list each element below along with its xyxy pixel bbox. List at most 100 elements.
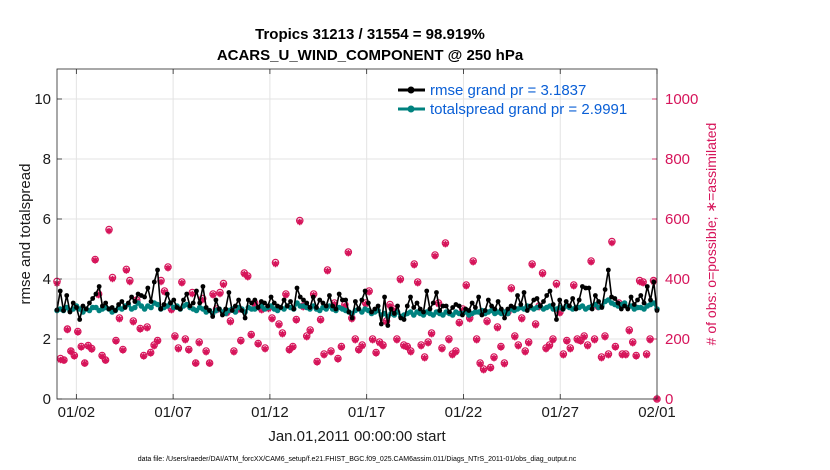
rmse-point (103, 300, 109, 306)
obs-assimilated-point (286, 347, 293, 354)
obs-assimilated-point (619, 352, 626, 359)
obs-assimilated-point (452, 349, 460, 356)
x-tick-label: 01/07 (154, 404, 192, 421)
rmse-point (297, 294, 303, 300)
rmse-point (385, 323, 391, 328)
obs-assimilated-point (116, 316, 123, 323)
obs-assimilated-point (85, 343, 92, 350)
obs-assimilated-point (483, 319, 491, 326)
rmse-point (203, 305, 209, 310)
rmse-point (168, 300, 173, 306)
y2-tick-labels: 0 200 400 600 800 1000 (665, 91, 698, 408)
obs-assimilated-point (78, 344, 85, 351)
rmse-point (365, 300, 371, 306)
obs-assimilated-point (71, 353, 78, 360)
obs-assimilated-point (130, 319, 137, 326)
y-tick-label: 4 (43, 271, 51, 288)
rmse-point (524, 308, 530, 313)
obs-assimilated-point (161, 289, 168, 296)
obs-assimilated-point (154, 338, 161, 345)
spread-point (650, 300, 657, 306)
obs-assimilated-point (254, 341, 262, 348)
rmse-point (226, 290, 232, 295)
obs-assimilated-point (473, 337, 480, 344)
rmse-point (589, 306, 595, 312)
rmse-point (596, 299, 602, 304)
obs-assimilated-point (632, 353, 640, 360)
obs-assimilated-point (202, 349, 210, 356)
rmse-point (628, 294, 634, 300)
obs-assimilated-point (411, 262, 418, 269)
obs-assimilated-point (192, 360, 199, 367)
obs-assimilated-point (393, 337, 401, 344)
obs-assimilated-point (171, 334, 179, 341)
rmse-point (421, 309, 426, 315)
rmse-point (158, 306, 164, 312)
y2-tick-label: 0 (665, 391, 673, 408)
rmse-point (239, 308, 245, 313)
obs-assimilated-point (525, 340, 532, 347)
obs-assimilated-point (102, 357, 109, 364)
obs-assimilated-point (126, 278, 134, 286)
obs-assimilated-point (74, 329, 82, 336)
obs-assimilated-point (147, 350, 154, 357)
x-tick-label: 01/12 (251, 404, 289, 421)
obs-assimilated-point (622, 352, 629, 359)
rmse-point (414, 300, 420, 306)
obs-assimilated-point (112, 338, 120, 345)
rmse-point (557, 297, 563, 303)
obs-assimilated-point (251, 301, 258, 308)
obs-assimilated-point (175, 346, 182, 353)
rmse-point (505, 306, 511, 312)
obs-assimilated-point (390, 307, 397, 314)
rmse-point (586, 285, 592, 291)
rmse-point (349, 315, 355, 321)
rmse-point (602, 287, 608, 292)
obs-assimilated-point (296, 218, 303, 226)
obs-assimilated-point (528, 262, 536, 269)
rmse-point (391, 311, 397, 316)
obs-assimilated-point (352, 337, 359, 344)
rmse-point (171, 297, 177, 303)
rmse-point (320, 300, 326, 306)
rmse-point (346, 309, 352, 315)
rmse-point (408, 294, 413, 300)
obs-assimilated-point (549, 337, 557, 344)
rmse-point (395, 303, 400, 309)
rmse-point (314, 305, 319, 310)
rmse-point (262, 300, 267, 306)
obs-assimilated-point (268, 316, 276, 323)
rmse-point (612, 296, 618, 301)
rmse-point (443, 303, 449, 309)
rmse-point (112, 308, 118, 313)
obs-assimilated-point (98, 353, 106, 360)
rmse-point (271, 300, 277, 306)
rmse-point (495, 299, 501, 304)
rmse-point (427, 306, 433, 312)
rmse-point (434, 290, 439, 295)
rmse-point (631, 302, 637, 307)
obs-assimilated-point (567, 346, 574, 353)
rmse-point (64, 293, 70, 298)
x-tick-label: 02/01 (638, 404, 676, 421)
rmse-point (599, 305, 605, 310)
rmse-point (362, 288, 368, 294)
rmse-point (430, 300, 436, 306)
obs-assimilated-point (331, 301, 338, 308)
obs-assimilated-point (189, 290, 196, 298)
y-tick-label: 8 (43, 151, 51, 168)
obs-assimilated-point (376, 340, 383, 347)
rmse-point (177, 306, 183, 312)
y2-tick-label: 200 (665, 331, 690, 348)
y-tick-label: 0 (43, 391, 51, 408)
rmse-point (375, 303, 381, 309)
rmse-point (132, 299, 138, 304)
rmse-point (622, 303, 627, 309)
rmse-point (547, 288, 553, 294)
rmse-point (223, 306, 229, 312)
x-tick-labels: 01/02 01/07 01/12 01/17 01/22 01/27 02/01 (58, 404, 676, 421)
rmse-point (356, 306, 362, 312)
rmse-point (333, 306, 339, 312)
obs-assimilated-point (227, 319, 234, 326)
